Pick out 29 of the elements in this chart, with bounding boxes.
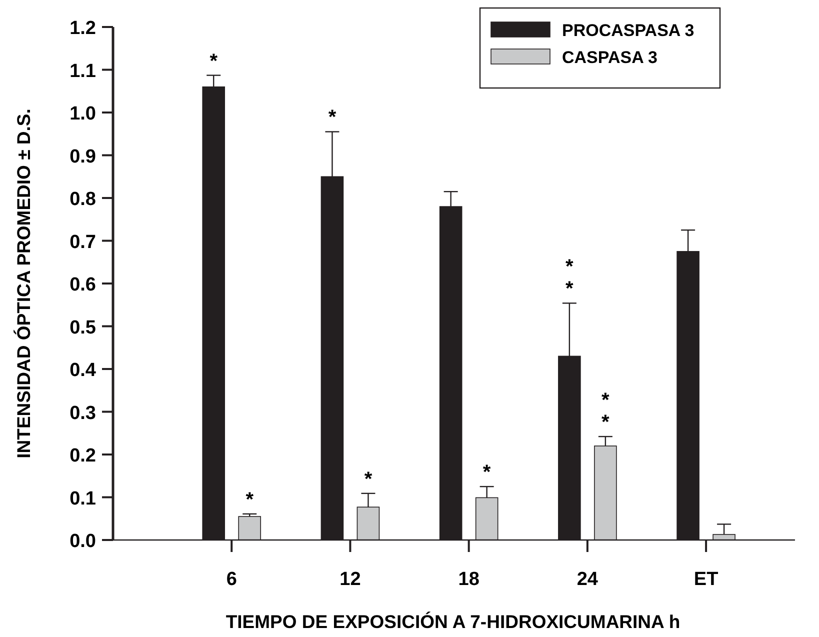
y-tick-label: 0.7 (70, 232, 96, 253)
y-tick-label: 1.0 (70, 104, 96, 124)
y-tick-label: 0.5 (70, 317, 96, 338)
x-tick-label: 18 (458, 569, 480, 590)
data-label: * (328, 106, 336, 129)
data-label: * (210, 50, 218, 72)
x-tick-label: 6 (226, 569, 237, 590)
data-label: * (246, 488, 254, 511)
y-tick-label: 0.8 (70, 189, 96, 210)
data-label: * (364, 468, 372, 490)
x-tick-label: 24 (576, 569, 598, 590)
y-tick-label: 0.2 (70, 446, 96, 466)
x-tick-label: ET (694, 569, 719, 590)
legend-label: PROCASPASA 3 (562, 21, 694, 40)
y-axis-title: INTENSIDAD ÓPTICA PROMEDIO ± D.S. (13, 108, 34, 458)
y-tick-label: 1.1 (70, 60, 96, 82)
x-tick-label: 12 (340, 569, 361, 590)
y-tick-label: 1.2 (70, 18, 96, 39)
y-tick-label: 0.1 (70, 488, 96, 510)
data-label: ** (566, 256, 574, 300)
legend-label: CASPASA 3 (562, 48, 658, 67)
y-tick-label: 0.3 (70, 402, 96, 424)
y-tick-label: 0.0 (70, 531, 96, 552)
y-tick-label: 0.6 (70, 274, 96, 296)
y-tick-label: 0.4 (70, 360, 96, 381)
data-label: * (482, 462, 491, 484)
y-tick-label: 0.9 (70, 146, 96, 168)
x-axis-title: TIEMPO DE EXPOSICIÓN A 7-HIDROXICUMARINA h (226, 611, 680, 632)
data-label: * * (602, 390, 610, 434)
